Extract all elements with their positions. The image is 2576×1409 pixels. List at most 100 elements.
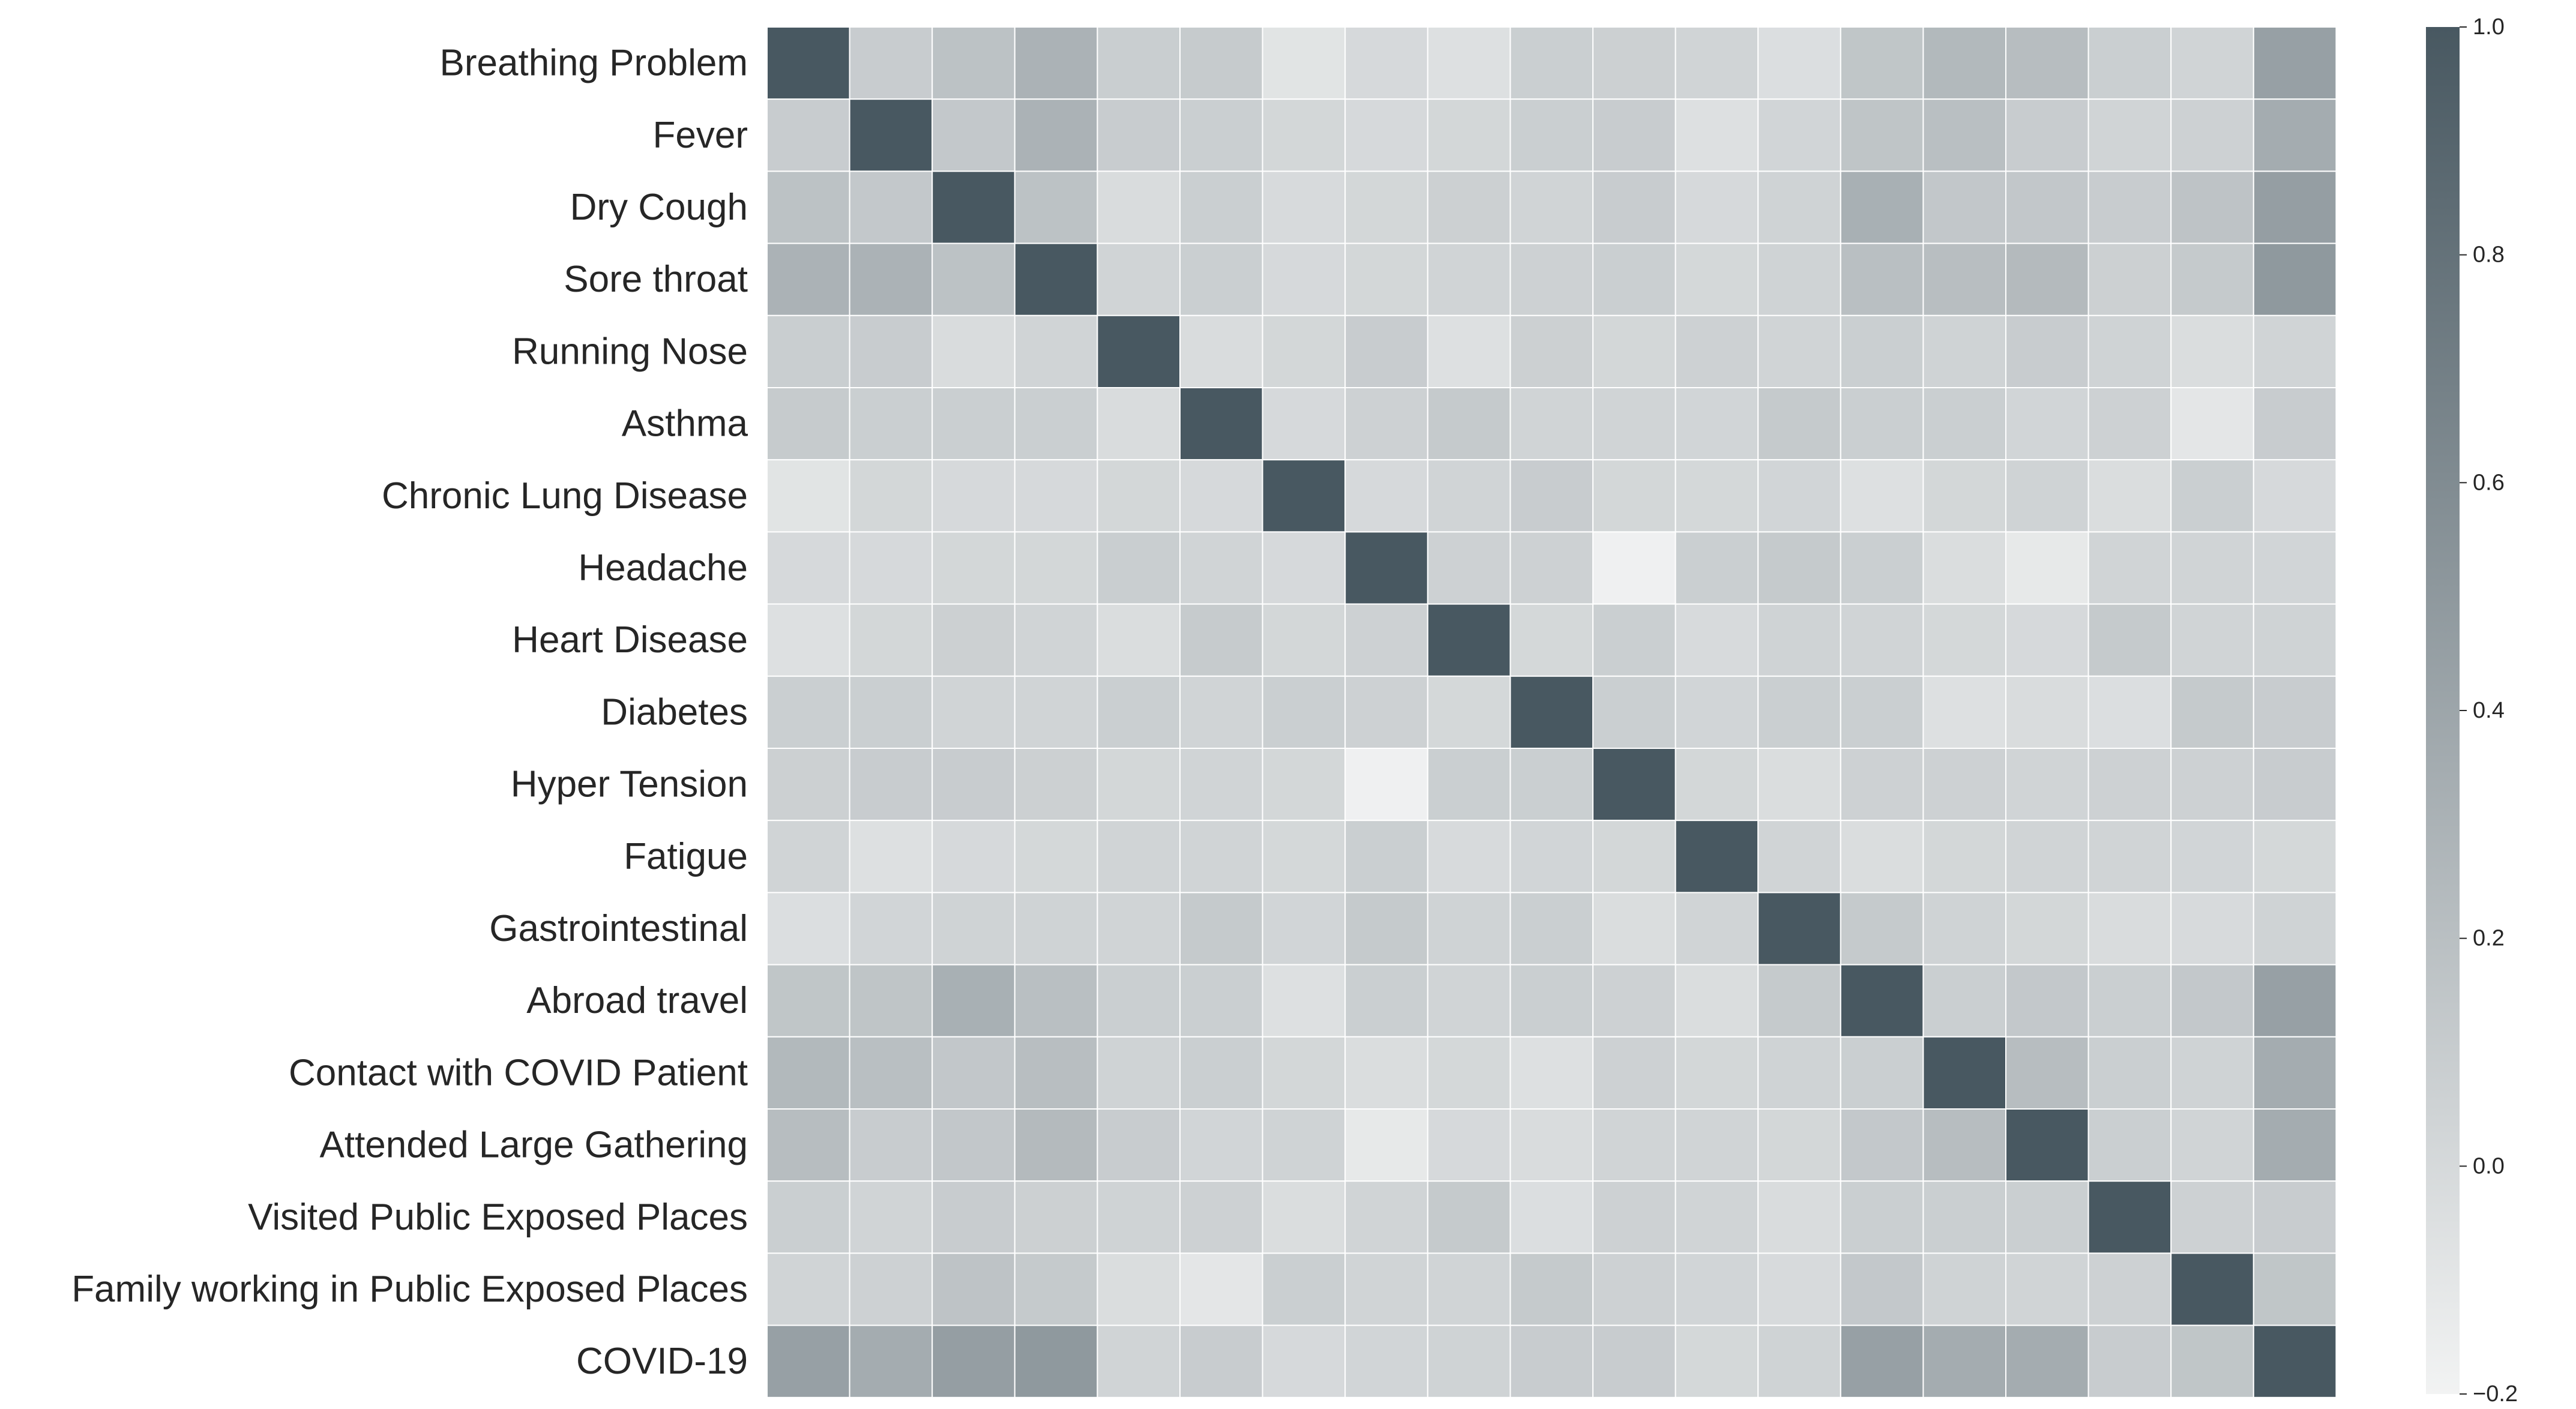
heatmap-cell-gastrointestinal-x-asthma xyxy=(1179,892,1263,966)
row-label-attended-large-gathering: Attended Large Gathering xyxy=(319,1125,748,1166)
heatmap-cell-fatigue-x-covid-19 xyxy=(2252,820,2337,894)
heatmap-cell-hyper-tension-x-hyper-tension xyxy=(1592,748,1676,822)
heatmap-cell-asthma-x-dry-cough xyxy=(931,387,1016,461)
heatmap-cell-sore-throat-x-running-nose xyxy=(1097,242,1181,316)
heatmap-cell-visited-public-exposed-places-x-running-nose xyxy=(1097,1180,1181,1254)
heatmap-cell-fatigue-x-abroad-travel xyxy=(1840,820,1924,894)
heatmap-cell-family-working-in-public-exposed-places-x-breathing-problem xyxy=(766,1252,850,1326)
row-label-headache: Headache xyxy=(578,547,748,589)
heatmap-cell-attended-large-gathering-x-headache xyxy=(1344,1108,1428,1182)
heatmap-cell-dry-cough-x-contact-with-covid-patient xyxy=(1922,170,2006,244)
heatmap-cell-asthma-x-breathing-problem xyxy=(766,387,850,461)
heatmap-cell-dry-cough-x-hyper-tension xyxy=(1592,170,1676,244)
heatmap-cell-hyper-tension-x-running-nose xyxy=(1097,748,1181,822)
heatmap-cell-breathing-problem-x-dry-cough xyxy=(931,26,1016,100)
heatmap-cell-heart-disease-x-heart-disease xyxy=(1427,603,1511,677)
colorbar: −0.2 0.0 0.2 0.4 0.6 0.8 1.0 xyxy=(2426,14,2518,1407)
heatmap-cell-fever-x-covid-19 xyxy=(2252,98,2337,172)
heatmap-cell-covid-19-x-breathing-problem xyxy=(766,1324,850,1398)
heatmap-cell-covid-19-x-gastrointestinal xyxy=(1757,1324,1841,1398)
heatmap-cell-sore-throat-x-attended-large-gathering xyxy=(2005,242,2089,316)
heatmap-cell-breathing-problem-x-chronic-lung-disease xyxy=(1262,26,1346,100)
heatmap-cell-fever-x-diabetes xyxy=(1509,98,1593,172)
heatmap-cell-family-working-in-public-exposed-places-x-sore-throat xyxy=(1014,1252,1098,1326)
heatmap-cell-abroad-travel-x-headache xyxy=(1344,964,1428,1038)
heatmap-cell-heart-disease-x-hyper-tension xyxy=(1592,603,1676,677)
row-labels: Breathing Problem Fever Dry Cough Sore thro… xyxy=(71,43,748,1383)
heatmap-cell-covid-19-x-diabetes xyxy=(1509,1324,1593,1398)
heatmap-cell-family-working-in-public-exposed-places-x-family-working-in-public-exposed-places xyxy=(2170,1252,2254,1326)
heatmap-cell-contact-with-covid-patient-x-sore-throat xyxy=(1014,1036,1098,1110)
heatmap-cell-heart-disease-x-family-working-in-public-exposed-places xyxy=(2170,603,2254,677)
heatmap-cell-chronic-lung-disease-x-headache xyxy=(1344,459,1428,533)
heatmap-cell-contact-with-covid-patient-x-contact-with-covid-patient xyxy=(1922,1036,2006,1110)
heatmap-cell-asthma-x-abroad-travel xyxy=(1840,387,1924,461)
heatmap-cell-running-nose-x-fatigue xyxy=(1675,314,1759,388)
row-label-covid-19: COVID-19 xyxy=(576,1341,748,1382)
heatmap-cell-visited-public-exposed-places-x-diabetes xyxy=(1509,1180,1593,1254)
heatmap-cell-dry-cough-x-family-working-in-public-exposed-places xyxy=(2170,170,2254,244)
heatmap-cell-fatigue-x-running-nose xyxy=(1097,820,1181,894)
heatmap-cell-contact-with-covid-patient-x-fatigue xyxy=(1675,1036,1759,1110)
row-label-visited-public-exposed-places: Visited Public Exposed Places xyxy=(248,1197,748,1238)
heatmap-cell-contact-with-covid-patient-x-attended-large-gathering xyxy=(2005,1036,2089,1110)
heatmap-cell-chronic-lung-disease-x-breathing-problem xyxy=(766,459,850,533)
heatmap-cell-covid-19-x-family-working-in-public-exposed-places xyxy=(2170,1324,2254,1398)
heatmap-cell-family-working-in-public-exposed-places-x-visited-public-exposed-places xyxy=(2087,1252,2172,1326)
heatmap-cell-asthma-x-headache xyxy=(1344,387,1428,461)
heatmap-cell-covid-19-x-covid-19 xyxy=(2252,1324,2337,1398)
row-label-breathing-problem: Breathing Problem xyxy=(440,43,748,84)
heatmap-cell-attended-large-gathering-x-family-working-in-public-exposed-places xyxy=(2170,1108,2254,1182)
row-label-contact-with-covid-patient: Contact with COVID Patient xyxy=(289,1052,748,1093)
heatmap-cell-hyper-tension-x-gastrointestinal xyxy=(1757,748,1841,822)
heatmap-cell-fever-x-gastrointestinal xyxy=(1757,98,1841,172)
heatmap-cell-gastrointestinal-x-diabetes xyxy=(1509,892,1593,966)
heatmap-cell-chronic-lung-disease-x-fatigue xyxy=(1675,459,1759,533)
heatmap-cell-heart-disease-x-diabetes xyxy=(1509,603,1593,677)
heatmap-cell-abroad-travel-x-running-nose xyxy=(1097,964,1181,1038)
heatmap-cell-abroad-travel-x-chronic-lung-disease xyxy=(1262,964,1346,1038)
heatmap-cell-dry-cough-x-dry-cough xyxy=(931,170,1016,244)
heatmap-cell-gastrointestinal-x-sore-throat xyxy=(1014,892,1098,966)
heatmap-cell-heart-disease-x-dry-cough xyxy=(931,603,1016,677)
heatmap-cell-diabetes-x-headache xyxy=(1344,675,1428,750)
heatmap-cell-fatigue-x-chronic-lung-disease xyxy=(1262,820,1346,894)
heatmap-cell-attended-large-gathering-x-heart-disease xyxy=(1427,1108,1511,1182)
heatmap-cell-chronic-lung-disease-x-contact-with-covid-patient xyxy=(1922,459,2006,533)
heatmap-cell-fever-x-family-working-in-public-exposed-places xyxy=(2170,98,2254,172)
row-label-hyper-tension: Hyper Tension xyxy=(511,764,748,805)
heatmap-cell-heart-disease-x-headache xyxy=(1344,603,1428,677)
heatmap-cell-running-nose-x-contact-with-covid-patient xyxy=(1922,314,2006,388)
heatmap-cell-family-working-in-public-exposed-places-x-fatigue xyxy=(1675,1252,1759,1326)
heatmap-cell-fever-x-fatigue xyxy=(1675,98,1759,172)
heatmap-cell-fatigue-x-dry-cough xyxy=(931,820,1016,894)
heatmap-cell-fatigue-x-headache xyxy=(1344,820,1428,894)
colorbar-tick-label: 0.2 xyxy=(2473,926,2505,951)
heatmap-cell-sore-throat-x-headache xyxy=(1344,242,1428,316)
colorbar-tick-label: 0.8 xyxy=(2473,242,2505,268)
heatmap-cell-hyper-tension-x-heart-disease xyxy=(1427,748,1511,822)
heatmap-cell-contact-with-covid-patient-x-covid-19 xyxy=(2252,1036,2337,1110)
heatmap-cell-gastrointestinal-x-covid-19 xyxy=(2252,892,2337,966)
heatmap-cell-dry-cough-x-headache xyxy=(1344,170,1428,244)
row-label-chronic-lung-disease: Chronic Lung Disease xyxy=(382,475,748,517)
heatmap-cell-asthma-x-diabetes xyxy=(1509,387,1593,461)
heatmap-cell-headache-x-sore-throat xyxy=(1014,531,1098,605)
heatmap-cell-family-working-in-public-exposed-places-x-abroad-travel xyxy=(1840,1252,1924,1326)
heatmap-cell-covid-19-x-visited-public-exposed-places xyxy=(2087,1324,2172,1398)
heatmap-cell-diabetes-x-fever xyxy=(849,675,933,750)
heatmap-cell-headache-x-headache xyxy=(1344,531,1428,605)
heatmap-cell-abroad-travel-x-fever xyxy=(849,964,933,1038)
heatmap-cell-breathing-problem-x-family-working-in-public-exposed-places xyxy=(2170,26,2254,100)
heatmap-cell-visited-public-exposed-places-x-sore-throat xyxy=(1014,1180,1098,1254)
heatmap-cell-sore-throat-x-breathing-problem xyxy=(766,242,850,316)
row-label-gastrointestinal: Gastrointestinal xyxy=(489,908,748,949)
heatmap-cell-covid-19-x-asthma xyxy=(1179,1324,1263,1398)
row-label-fatigue: Fatigue xyxy=(624,836,748,877)
heatmap-cell-attended-large-gathering-x-contact-with-covid-patient xyxy=(1922,1108,2006,1182)
heatmap-cell-hyper-tension-x-fever xyxy=(849,748,933,822)
heatmap-cell-diabetes-x-family-working-in-public-exposed-places xyxy=(2170,675,2254,750)
heatmap-cell-covid-19-x-dry-cough xyxy=(931,1324,1016,1398)
heatmap-cell-gastrointestinal-x-heart-disease xyxy=(1427,892,1511,966)
heatmap-cell-headache-x-hyper-tension xyxy=(1592,531,1676,605)
